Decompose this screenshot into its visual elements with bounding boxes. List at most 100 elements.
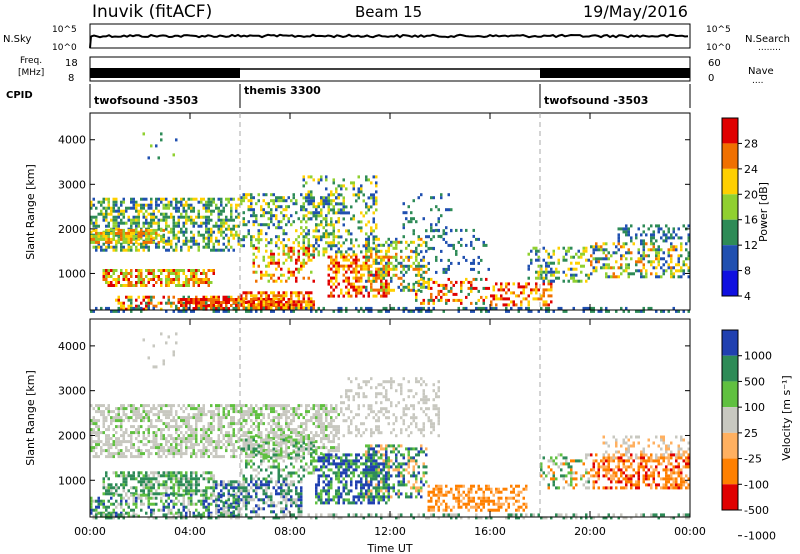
heatmap-cell [175, 437, 178, 441]
heatmap-cell [142, 284, 145, 287]
heatmap-cell [330, 267, 333, 271]
heatmap-cell [102, 218, 105, 222]
heatmap-cell [140, 301, 143, 305]
heatmap-cell [307, 232, 310, 236]
heatmap-cell [187, 480, 190, 484]
heatmap-cell [217, 304, 220, 307]
heatmap-cell [437, 289, 440, 293]
heatmap-cell [102, 206, 105, 210]
heatmap-cell [270, 495, 273, 499]
heatmap-cell [277, 422, 280, 426]
heatmap-cell [375, 288, 378, 292]
heatmap-cell [330, 223, 333, 227]
heatmap-cell [225, 499, 228, 503]
heatmap-cell [195, 486, 198, 490]
heatmap-cell [342, 255, 345, 259]
heatmap-cell [202, 410, 205, 414]
heatmap-cell [105, 234, 108, 238]
heatmap-cell [292, 270, 295, 274]
heatmap-cell [505, 306, 508, 310]
heatmap-cell [157, 218, 160, 222]
heatmap-cell [145, 203, 148, 207]
heatmap-cell [130, 272, 133, 275]
heatmap-cell [387, 258, 390, 262]
heatmap-cell [172, 227, 175, 231]
heatmap-cell [300, 261, 303, 265]
heatmap-cell [277, 246, 280, 250]
heatmap-cell [290, 246, 293, 250]
heatmap-cell [342, 178, 345, 182]
heatmap-cell [227, 236, 230, 240]
heatmap-cell [647, 306, 650, 310]
heatmap-cell [370, 232, 373, 236]
heatmap-cell [122, 309, 125, 313]
heatmap-cell [185, 449, 188, 453]
heatmap-cell [477, 298, 480, 302]
heatmap-cell [640, 257, 643, 261]
heatmap-cell [357, 258, 360, 262]
heatmap-cell [107, 483, 110, 487]
heatmap-cell [552, 273, 555, 277]
heatmap-cell [285, 416, 288, 420]
heatmap-cell [335, 187, 338, 191]
heatmap-cell [335, 211, 338, 215]
heatmap-cell [257, 249, 260, 253]
heatmap-cell [475, 286, 478, 290]
heatmap-cell [122, 215, 125, 219]
heatmap-cell [597, 257, 600, 261]
heatmap-cell [307, 297, 310, 301]
heatmap-cell [307, 190, 310, 194]
heatmap-cell [375, 181, 378, 185]
heatmap-cell [375, 261, 378, 265]
heatmap-cell [312, 255, 315, 259]
heatmap-cell [120, 416, 123, 420]
heatmap-cell [110, 455, 113, 459]
heatmap-cell [310, 193, 313, 197]
heatmap-cell [202, 203, 205, 207]
heatmap-cell [140, 419, 143, 423]
heatmap-cell [115, 215, 118, 219]
heatmap-cell [195, 437, 198, 441]
heatmap-cell [242, 223, 245, 227]
heatmap-cell [295, 300, 298, 304]
heatmap-cell [592, 245, 595, 249]
heatmap-cell [600, 245, 603, 249]
heatmap-cell [212, 200, 215, 204]
heatmap-cell [167, 502, 170, 506]
heatmap-cell [302, 252, 305, 256]
heatmap-cell [97, 237, 100, 241]
heatmap-cell [337, 250, 340, 254]
heatmap-cell [142, 233, 145, 237]
heatmap-cell [620, 245, 623, 249]
heatmap-cell [132, 306, 135, 310]
heatmap-cell [242, 504, 245, 508]
heatmap-cell [127, 511, 130, 515]
heatmap-cell [205, 301, 208, 305]
heatmap-cell [172, 218, 175, 222]
heatmap-cell [542, 288, 545, 292]
heatmap-cell [360, 187, 363, 191]
heatmap-cell [285, 492, 288, 496]
heatmap-cell [385, 291, 388, 295]
heatmap-cell [365, 246, 368, 250]
heatmap-cell [382, 288, 385, 292]
heatmap-cell [312, 306, 315, 310]
heatmap-cell [270, 306, 273, 310]
heatmap-cell [642, 248, 645, 252]
heatmap-cell [330, 446, 333, 450]
heatmap-cell [407, 243, 410, 247]
heatmap-cell [527, 306, 530, 310]
heatmap-cell [427, 280, 430, 284]
heatmap-cell [275, 205, 278, 209]
heatmap-cell [245, 413, 248, 417]
heatmap-cell [135, 431, 138, 435]
heatmap-cell [275, 489, 278, 493]
heatmap-cell [155, 144, 158, 148]
heatmap-cell [172, 425, 175, 429]
heatmap-cell [305, 437, 308, 441]
heatmap-cell [102, 505, 105, 509]
heatmap-cell [307, 252, 310, 256]
heatmap-cell [200, 281, 203, 284]
heatmap-cell [452, 243, 455, 247]
heatmap-cell [190, 215, 193, 219]
